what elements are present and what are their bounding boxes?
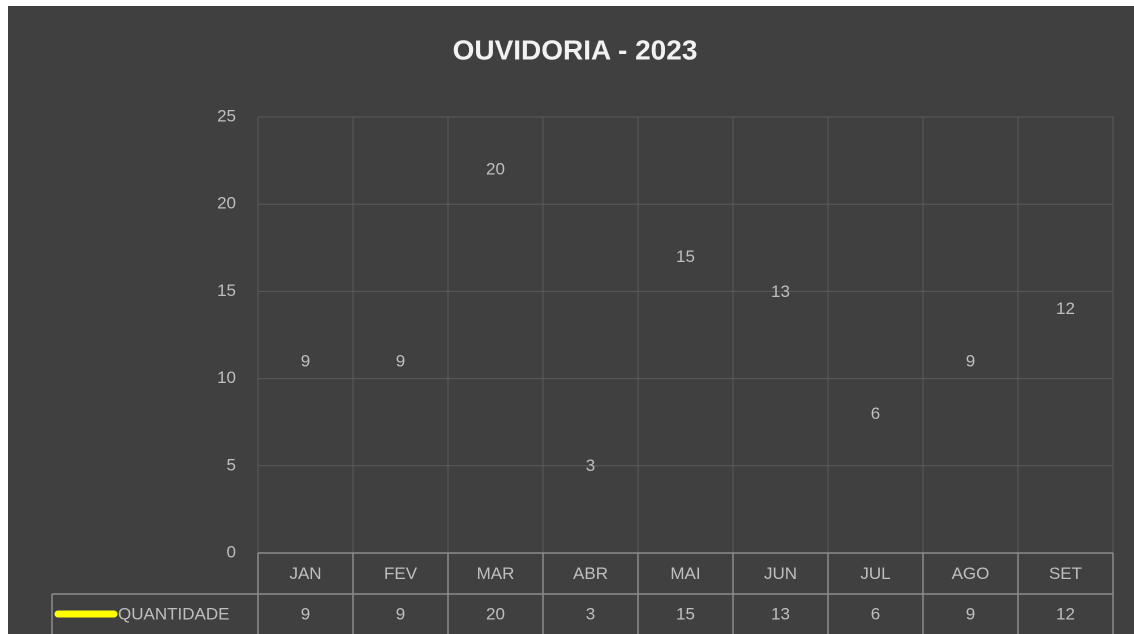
y-tick-label: 10: [217, 368, 236, 387]
chart-background: [8, 6, 1134, 634]
y-tick-label: 15: [217, 281, 236, 300]
x-tick-label: ABR: [573, 564, 608, 583]
y-tick-label: 20: [217, 194, 236, 213]
table-value: 15: [676, 604, 695, 623]
table-value: 3: [586, 604, 595, 623]
x-tick-label: MAR: [477, 564, 515, 583]
data-label: 12: [1056, 299, 1075, 318]
data-label: 20: [486, 160, 505, 179]
table-value: 20: [486, 604, 505, 623]
data-label: 3: [586, 456, 595, 475]
chart-title: OUVIDORIA - 2023: [453, 34, 698, 65]
table-value: 9: [396, 604, 405, 623]
x-tick-label: FEV: [384, 564, 418, 583]
data-label: 9: [396, 352, 405, 371]
x-tick-label: JUL: [860, 564, 890, 583]
data-label: 13: [771, 282, 790, 301]
table-value: 13: [771, 604, 790, 623]
y-tick-label: 25: [217, 106, 236, 125]
x-tick-label: SET: [1049, 564, 1082, 583]
x-tick-label: AGO: [952, 564, 990, 583]
table-value: 9: [301, 604, 310, 623]
x-tick-label: JAN: [289, 564, 321, 583]
data-label: 9: [966, 352, 975, 371]
legend-label: QUANTIDADE: [118, 604, 229, 623]
x-tick-label: JUN: [764, 564, 797, 583]
x-tick-label: MAI: [670, 564, 700, 583]
data-label: 9: [301, 352, 310, 371]
data-label: 6: [871, 404, 880, 423]
data-label: 15: [676, 247, 695, 266]
y-tick-label: 0: [227, 542, 236, 561]
table-value: 12: [1056, 604, 1075, 623]
table-value: 6: [871, 604, 880, 623]
y-tick-label: 5: [227, 455, 236, 474]
table-value: 9: [966, 604, 975, 623]
